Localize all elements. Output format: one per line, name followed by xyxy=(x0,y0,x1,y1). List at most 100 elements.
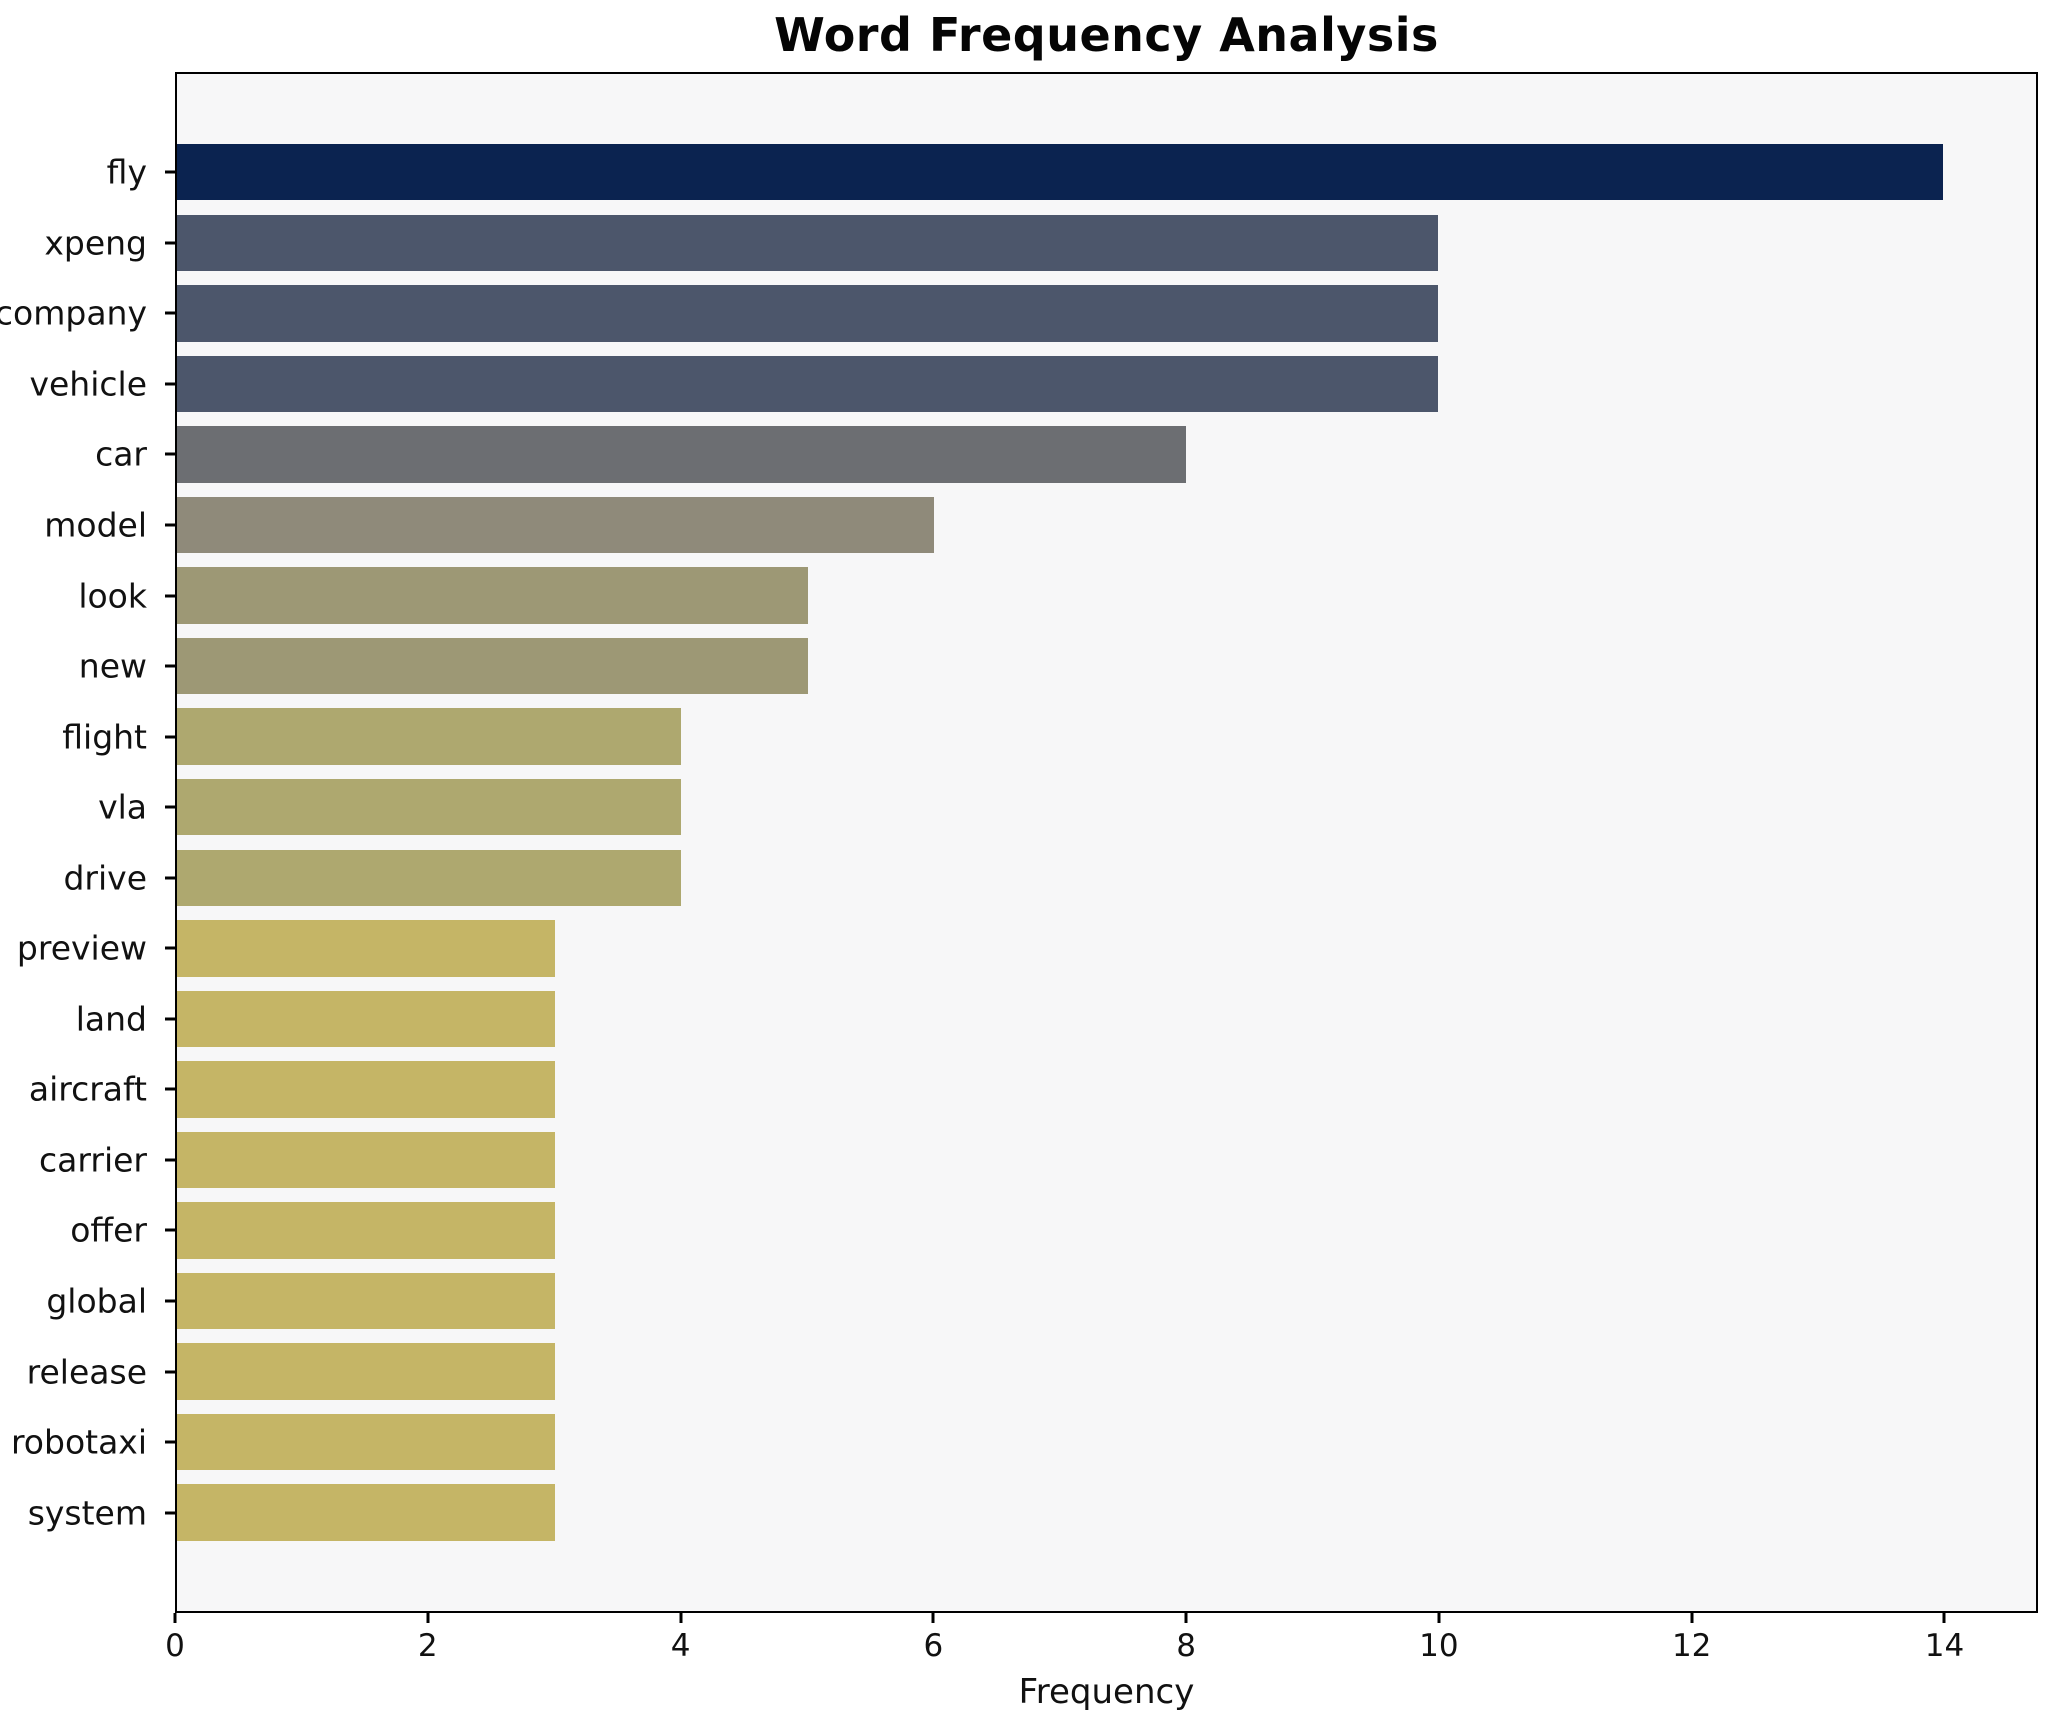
x-tick-label: 14 xyxy=(1924,1628,1965,1664)
y-axis-label: drive xyxy=(63,858,147,898)
bar-row: look xyxy=(78,560,2036,631)
bar-row: vla xyxy=(98,772,2036,843)
bar xyxy=(177,426,1186,483)
y-axis-label: carrier xyxy=(39,1140,147,1180)
x-axis-title: Frequency xyxy=(1018,1672,1195,1712)
y-tick-mark xyxy=(165,311,175,315)
x-tick-mark xyxy=(931,1613,935,1623)
bar xyxy=(177,144,1943,201)
bar xyxy=(177,990,556,1048)
y-tick-mark xyxy=(165,664,175,668)
bar xyxy=(177,920,556,977)
bar-row: aircraft xyxy=(29,1054,2036,1125)
x-tick-label: 4 xyxy=(670,1628,691,1664)
y-tick-mark xyxy=(165,594,175,598)
bar xyxy=(177,1343,556,1400)
x-tick-label: 12 xyxy=(1671,1628,1712,1664)
x-tick-label: 0 xyxy=(165,1628,185,1664)
bar-row: drive xyxy=(63,842,2036,913)
y-tick-mark xyxy=(165,1158,175,1162)
bar-row: company xyxy=(0,278,2036,349)
bar-row: system xyxy=(28,1477,2036,1548)
bar xyxy=(177,285,1439,342)
x-tick-mark xyxy=(1942,1613,1946,1623)
y-axis-label: global xyxy=(46,1281,147,1321)
bar xyxy=(177,496,934,554)
x-tick-label: 2 xyxy=(417,1628,438,1664)
bar-row: car xyxy=(95,419,2036,490)
bar xyxy=(177,1131,556,1189)
bar-row: global xyxy=(46,1266,2036,1337)
bar xyxy=(177,1484,556,1541)
bar xyxy=(177,1061,556,1118)
x-tick-mark xyxy=(1437,1613,1441,1623)
y-axis-label: new xyxy=(78,646,147,686)
bar xyxy=(177,1413,556,1471)
y-tick-mark xyxy=(165,1440,175,1444)
bar xyxy=(177,355,1439,413)
y-axis-label: xpeng xyxy=(44,223,147,263)
y-axis-label: company xyxy=(0,293,147,333)
y-tick-mark xyxy=(165,1017,175,1021)
y-axis-label: car xyxy=(95,434,147,474)
y-tick-mark xyxy=(165,946,175,950)
y-tick-mark xyxy=(165,170,175,174)
y-axis-label: system xyxy=(27,1493,147,1533)
x-tick-label: 8 xyxy=(1176,1628,1196,1664)
y-axis-label: aircraft xyxy=(28,1069,147,1109)
bar-row: land xyxy=(76,984,2036,1055)
x-tick-label: 10 xyxy=(1419,1628,1459,1664)
y-tick-mark xyxy=(165,876,175,880)
x-tick-mark xyxy=(679,1613,683,1623)
bar xyxy=(177,778,682,836)
bar xyxy=(177,637,808,695)
bar xyxy=(177,849,682,906)
y-axis-label: offer xyxy=(70,1210,147,1250)
bar-row: new xyxy=(79,631,2036,702)
y-tick-mark xyxy=(165,523,175,527)
y-tick-mark xyxy=(165,1087,175,1091)
y-axis-label: robotaxi xyxy=(10,1422,147,1462)
x-tick-label: 6 xyxy=(923,1628,944,1664)
y-axis-label: fly xyxy=(106,152,147,192)
y-axis-label: vehicle xyxy=(29,364,147,404)
y-tick-mark xyxy=(165,1299,175,1303)
y-axis-label: flight xyxy=(62,717,147,757)
bar xyxy=(177,567,808,624)
y-tick-mark xyxy=(165,241,175,245)
bar-row: xpeng xyxy=(44,208,2036,279)
bar-row: vehicle xyxy=(29,349,2036,420)
x-tick-mark xyxy=(1184,1613,1188,1623)
y-tick-mark xyxy=(165,1370,175,1374)
y-axis-label: look xyxy=(78,576,147,616)
y-tick-mark xyxy=(165,1511,175,1515)
chart-title: Word Frequency Analysis xyxy=(774,8,1439,62)
y-axis-label: model xyxy=(44,505,147,545)
y-axis-label: preview xyxy=(16,928,147,968)
plot-area: fly xpeng company vehicle car model look new fli… xyxy=(0,72,2038,1613)
bar xyxy=(177,214,1439,272)
x-tick-mark xyxy=(173,1613,177,1623)
bar-row: flight xyxy=(62,701,2036,772)
y-tick-mark xyxy=(165,452,175,456)
y-axis-label: land xyxy=(75,999,147,1039)
bar-row: robotaxi xyxy=(11,1407,2036,1478)
bar xyxy=(177,708,682,765)
bar xyxy=(177,1272,556,1330)
y-axis-label: vla xyxy=(98,787,147,827)
y-tick-mark xyxy=(165,805,175,809)
bar-row: preview xyxy=(17,913,2036,984)
bar-row: offer xyxy=(70,1195,2036,1266)
y-axis-label: release xyxy=(26,1352,147,1392)
y-tick-mark xyxy=(165,735,175,739)
bar-row: fly xyxy=(107,137,2036,208)
bar-row: release xyxy=(27,1336,2036,1407)
bar xyxy=(177,1202,556,1259)
x-tick-mark xyxy=(1690,1613,1694,1623)
y-tick-mark xyxy=(165,382,175,386)
bar-row: model xyxy=(44,490,2036,561)
x-tick-mark xyxy=(426,1613,430,1623)
y-tick-mark xyxy=(165,1228,175,1232)
bar-row: carrier xyxy=(39,1125,2036,1196)
